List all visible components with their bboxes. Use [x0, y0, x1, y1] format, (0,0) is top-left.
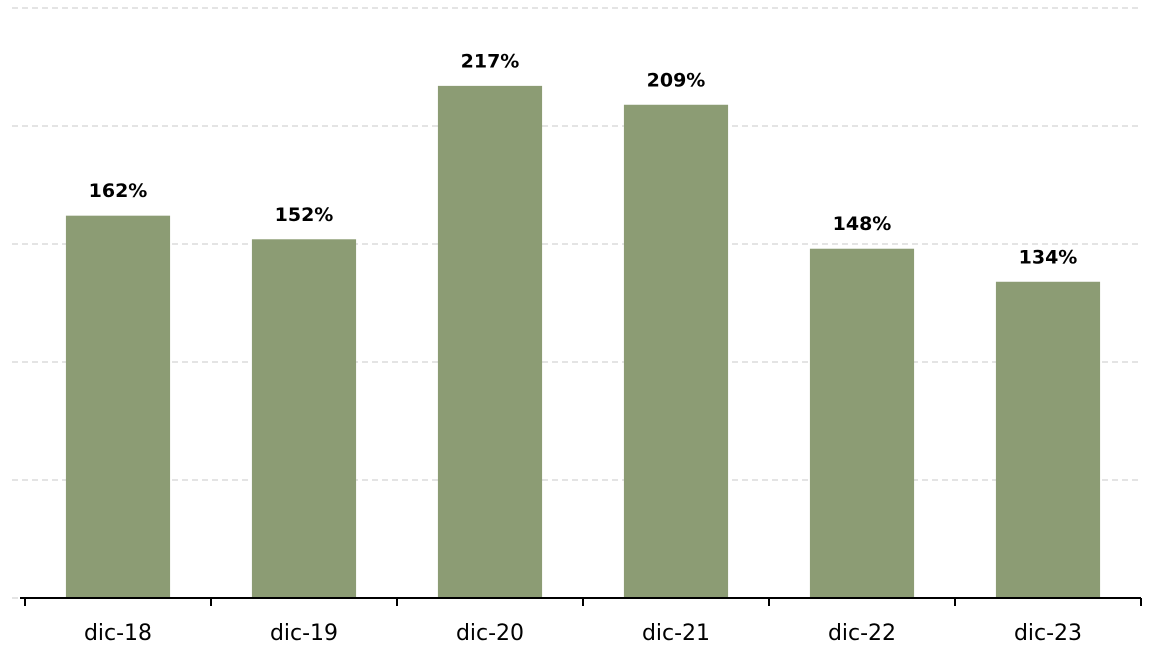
bar — [252, 239, 356, 598]
value-label: 217% — [461, 50, 520, 72]
chart: 162% dic-18 152% dic-19 217% dic-20 209% dic-21… — [0, 0, 1158, 649]
x-tick-label: dic-18 — [84, 621, 152, 646]
x-tick-label: dic-22 — [828, 621, 896, 646]
value-label: 209% — [647, 69, 706, 91]
bar — [438, 86, 542, 598]
x-tick-label: dic-21 — [642, 621, 710, 646]
value-label: 134% — [1019, 246, 1078, 268]
x-tick-label: dic-20 — [456, 621, 524, 646]
bar — [810, 249, 914, 598]
value-label: 152% — [275, 204, 334, 226]
value-label: 148% — [833, 213, 892, 235]
bar — [624, 105, 728, 598]
bar — [996, 282, 1100, 598]
x-tick-label: dic-23 — [1014, 621, 1082, 646]
value-label: 162% — [89, 180, 148, 202]
bar — [66, 216, 170, 598]
x-tick-label: dic-19 — [270, 621, 338, 646]
